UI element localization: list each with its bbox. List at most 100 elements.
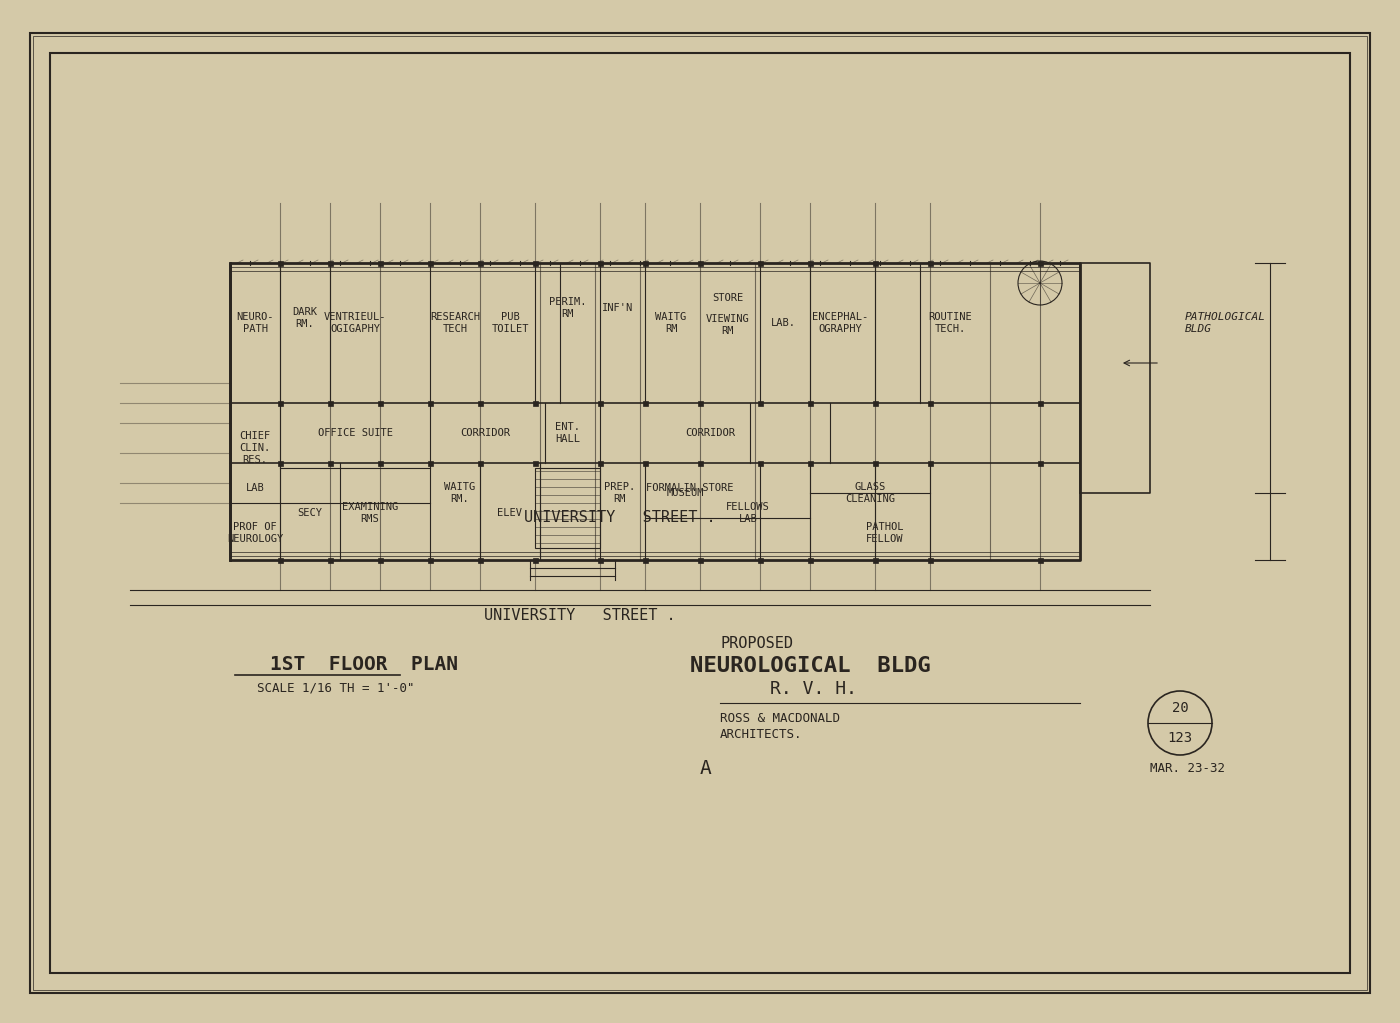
Bar xyxy=(532,460,538,465)
Text: GLASS
CLEANING: GLASS CLEANING xyxy=(846,482,895,503)
Bar xyxy=(757,400,763,405)
Text: NEUROLOGICAL  BLDG: NEUROLOGICAL BLDG xyxy=(690,656,931,676)
Bar xyxy=(697,261,703,266)
Text: UNIVERSITY   STREET .: UNIVERSITY STREET . xyxy=(524,510,715,526)
Bar xyxy=(927,261,932,266)
Text: PREP.
RM: PREP. RM xyxy=(605,482,636,503)
Bar xyxy=(808,460,812,465)
Bar xyxy=(535,468,601,548)
Text: RESEARCH
TECH: RESEARCH TECH xyxy=(430,312,480,333)
Text: MUSEUM: MUSEUM xyxy=(666,488,704,498)
Bar xyxy=(808,261,812,266)
Text: PROF OF
NEUROLOGY: PROF OF NEUROLOGY xyxy=(227,522,283,544)
Text: 1ST  FLOOR  PLAN: 1ST FLOOR PLAN xyxy=(270,656,458,674)
Bar xyxy=(808,558,812,563)
Bar xyxy=(598,261,602,266)
Text: WAITG
RM.: WAITG RM. xyxy=(444,482,476,503)
Text: INF'N: INF'N xyxy=(602,303,634,313)
Bar xyxy=(927,460,932,465)
Text: A: A xyxy=(700,758,711,777)
Bar xyxy=(477,400,483,405)
Bar xyxy=(1037,400,1043,405)
Bar xyxy=(757,460,763,465)
Text: ROSS & MACDONALD: ROSS & MACDONALD xyxy=(720,712,840,724)
Text: FORMALIN STORE: FORMALIN STORE xyxy=(647,483,734,493)
Text: SCALE 1/16 TH = 1'-0": SCALE 1/16 TH = 1'-0" xyxy=(258,681,414,695)
Text: SECY: SECY xyxy=(297,508,322,518)
Text: CORRIDOR: CORRIDOR xyxy=(461,428,510,438)
Bar xyxy=(277,261,283,266)
Text: STORE: STORE xyxy=(713,293,743,303)
Text: PERIM.
RM: PERIM. RM xyxy=(549,298,587,319)
Text: ARCHITECTS.: ARCHITECTS. xyxy=(720,728,802,742)
Text: VIEWING
RM: VIEWING RM xyxy=(706,314,750,336)
Bar xyxy=(697,558,703,563)
Bar xyxy=(643,558,647,563)
Text: OFFICE SUITE: OFFICE SUITE xyxy=(318,428,392,438)
Bar xyxy=(277,460,283,465)
Text: MAR. 23-32: MAR. 23-32 xyxy=(1149,761,1225,774)
Bar xyxy=(757,558,763,563)
Bar xyxy=(697,400,703,405)
Bar xyxy=(427,460,433,465)
Bar xyxy=(598,460,602,465)
Text: CORRIDOR: CORRIDOR xyxy=(685,428,735,438)
Text: 123: 123 xyxy=(1168,731,1193,745)
Bar xyxy=(378,460,382,465)
Text: VENTRIEUL-
OGIGAPHY: VENTRIEUL- OGIGAPHY xyxy=(323,312,386,333)
Bar xyxy=(477,460,483,465)
Bar xyxy=(532,400,538,405)
Bar xyxy=(378,558,382,563)
Bar xyxy=(643,400,647,405)
Bar xyxy=(277,558,283,563)
Text: DARK
RM.: DARK RM. xyxy=(293,307,318,328)
Bar xyxy=(598,558,602,563)
Bar xyxy=(328,261,333,266)
Bar xyxy=(328,460,333,465)
Bar xyxy=(378,400,382,405)
Bar xyxy=(378,261,382,266)
Text: UNIVERSITY   STREET .: UNIVERSITY STREET . xyxy=(484,608,676,623)
Text: WAITG
RM: WAITG RM xyxy=(655,312,686,333)
Bar xyxy=(328,400,333,405)
Text: ENT.
HALL: ENT. HALL xyxy=(556,422,581,444)
Bar xyxy=(697,460,703,465)
Text: PATHOL
FELLOW: PATHOL FELLOW xyxy=(867,522,904,544)
Text: FELLOWS
LAB: FELLOWS LAB xyxy=(727,502,770,524)
Bar xyxy=(1037,460,1043,465)
Bar xyxy=(643,460,647,465)
Bar xyxy=(328,558,333,563)
Bar xyxy=(427,558,433,563)
Bar xyxy=(1037,261,1043,266)
Text: PROPOSED: PROPOSED xyxy=(720,635,792,651)
Text: ELEV: ELEV xyxy=(497,508,522,518)
Bar xyxy=(757,261,763,266)
Bar xyxy=(927,558,932,563)
Text: EXAMINING
RMS: EXAMINING RMS xyxy=(342,502,398,524)
Bar xyxy=(477,261,483,266)
Bar xyxy=(598,400,602,405)
Bar xyxy=(50,53,1350,973)
Bar xyxy=(872,460,878,465)
Bar xyxy=(277,400,283,405)
Text: LAB.: LAB. xyxy=(770,318,795,328)
Bar xyxy=(477,558,483,563)
Bar xyxy=(427,400,433,405)
Text: NEURO-
PATH: NEURO- PATH xyxy=(237,312,274,333)
Bar xyxy=(872,400,878,405)
Text: CHIEF
CLIN.
RES.: CHIEF CLIN. RES. xyxy=(239,432,270,464)
Bar xyxy=(808,400,812,405)
Bar xyxy=(532,558,538,563)
Text: ENCEPHAL-
OGRAPHY: ENCEPHAL- OGRAPHY xyxy=(812,312,868,333)
Text: 20: 20 xyxy=(1172,701,1189,715)
Text: PATHOLOGICAL
BLDG: PATHOLOGICAL BLDG xyxy=(1184,312,1266,333)
Bar xyxy=(872,558,878,563)
Bar xyxy=(1037,558,1043,563)
Text: ROUTINE
TECH.: ROUTINE TECH. xyxy=(928,312,972,333)
Bar xyxy=(927,400,932,405)
Bar xyxy=(427,261,433,266)
Text: R. V. H.: R. V. H. xyxy=(770,680,857,698)
Bar xyxy=(643,261,647,266)
Bar xyxy=(872,261,878,266)
Bar xyxy=(532,261,538,266)
